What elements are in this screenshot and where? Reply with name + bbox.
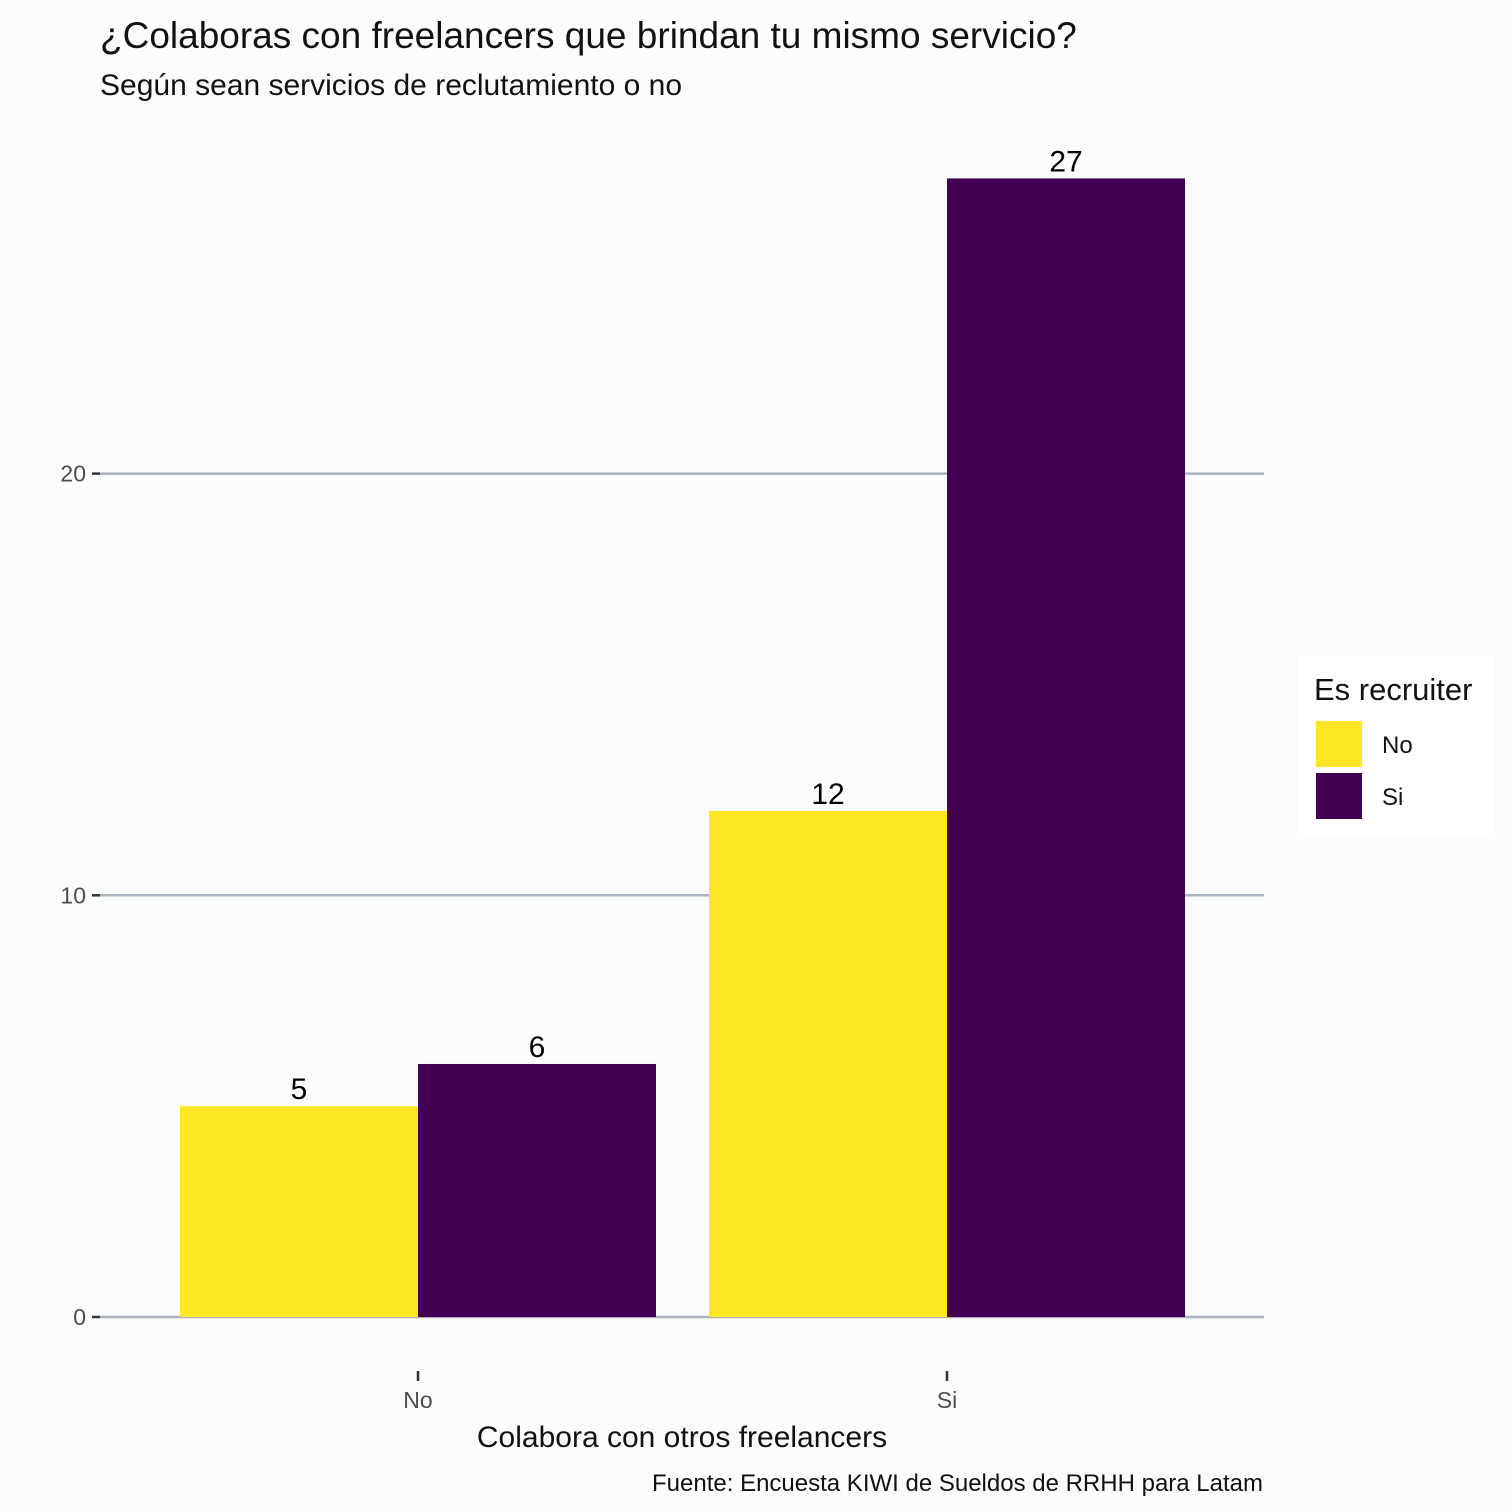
chart-subtitle: Según sean servicios de reclutamiento o … (100, 69, 682, 102)
legend-swatch-no (1316, 721, 1362, 767)
y-tick-label: 0 (73, 1304, 86, 1330)
legend-swatch-si (1316, 773, 1362, 819)
x-axis-title: Colabora con otros freelancers (477, 1421, 887, 1454)
data-labels: 5 6 12 27 (291, 145, 1083, 1106)
bar-no-si (418, 1063, 656, 1317)
data-label: 12 (811, 778, 844, 811)
data-label: 27 (1049, 145, 1082, 178)
legend-label: Si (1382, 784, 1403, 811)
data-label: 6 (529, 1031, 546, 1064)
data-label: 5 (291, 1073, 308, 1106)
y-tick-label: 10 (60, 882, 86, 908)
y-tick-label: 20 (60, 461, 86, 487)
x-tick-label: No (403, 1387, 432, 1413)
chart-caption: Fuente: Encuesta KIWI de Sueldos de RRHH… (652, 1470, 1263, 1497)
legend-label: No (1382, 732, 1413, 759)
chart-title: ¿Colaboras con freelancers que brindan t… (100, 15, 1077, 56)
bar-si-si (947, 178, 1185, 1317)
x-axis: No Si (403, 1371, 957, 1413)
bar-no-no (180, 1106, 418, 1317)
legend: Es recruiter No Si (1314, 672, 1472, 819)
bars (180, 178, 1185, 1317)
x-tick-label: Si (937, 1387, 957, 1413)
legend-title: Es recruiter (1314, 672, 1472, 707)
bar-si-no (709, 810, 947, 1317)
y-axis: 0 10 20 (60, 461, 100, 1330)
